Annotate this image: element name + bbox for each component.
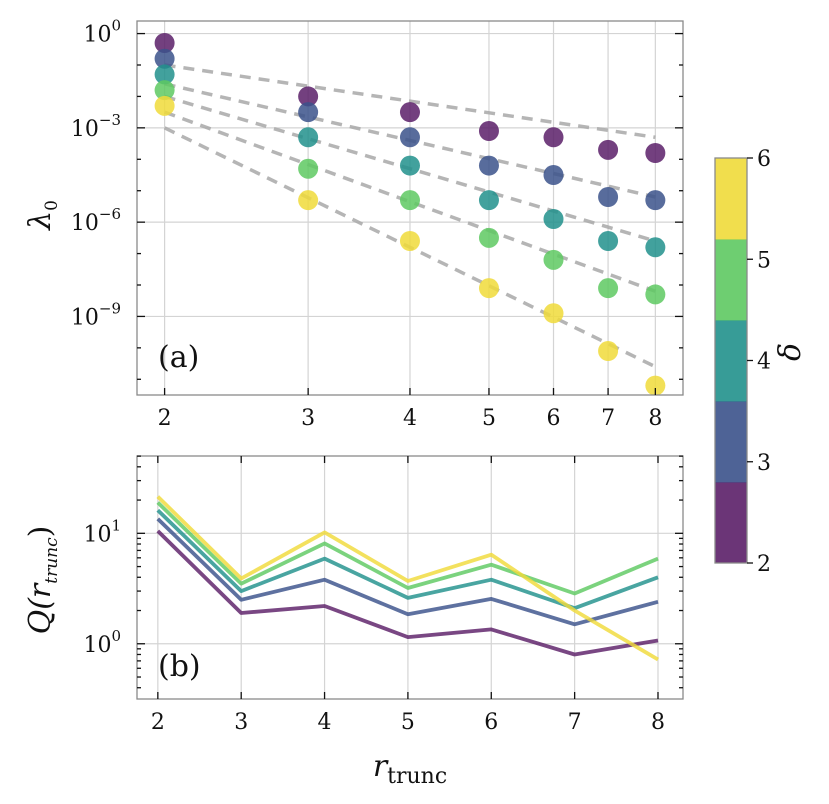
colorbar-label: δ (773, 343, 808, 361)
point-delta-5 (598, 278, 619, 299)
panel-b-xtick-label: 7 (568, 710, 582, 735)
colorbar-segment-2 (715, 482, 747, 564)
point-delta-2 (645, 143, 666, 163)
colorbar-tick-label: 4 (757, 350, 771, 375)
panel-a-xtick-label: 3 (301, 406, 315, 431)
panel-a-ytick-label: 10−3 (71, 111, 121, 142)
point-delta-6 (478, 278, 499, 299)
panel-a-xtick-label: 4 (403, 406, 417, 431)
point-delta-3 (154, 48, 175, 69)
panel-b-xtick-label: 6 (484, 710, 498, 735)
panel-a-label: (a) (158, 340, 199, 375)
point-delta-3 (478, 155, 499, 176)
point-delta-3 (598, 187, 619, 207)
point-delta-2 (598, 139, 619, 160)
colorbar-tick-label: 6 (757, 147, 771, 172)
panel-a-ylabel: λ0 (23, 200, 62, 231)
point-delta-2 (399, 102, 420, 123)
panel-b-xtick-label: 4 (318, 710, 332, 735)
panel-b-label: (b) (158, 649, 201, 684)
panel-b-ylabel: Q(rtrunc) (23, 526, 62, 635)
colorbar-segment-6 (715, 158, 747, 240)
panel-a-xtick-label: 2 (158, 406, 172, 431)
panel-a-scatter: 2 3 4 5 6 7 8 100 10−3 10−6 10−9 (a) λ0 (23, 17, 684, 431)
panel-b-ytick-label: 100 (83, 627, 121, 658)
panel-a-ytick-label: 10−6 (71, 205, 121, 236)
q-line-delta-2 (156, 529, 659, 657)
point-delta-5 (298, 158, 319, 179)
panel-a-xtick-label: 6 (547, 406, 561, 431)
q-line-delta-4 (156, 508, 659, 611)
point-delta-3 (543, 165, 564, 185)
point-delta-2 (543, 127, 564, 148)
colorbar-segment-3 (715, 401, 747, 483)
point-delta-6 (645, 375, 666, 396)
panel-a-xtick-label: 7 (601, 406, 615, 431)
panel-b-xtick-label: 8 (651, 710, 665, 735)
point-delta-5 (399, 190, 420, 211)
point-delta-4 (154, 64, 175, 85)
panel-b-lines: 2 3 4 5 6 7 8 101 100 (b) Q(rtrunc) rtrunc (23, 455, 684, 789)
colorbar-segment-4 (715, 320, 747, 402)
point-delta-3 (298, 102, 319, 123)
point-delta-5 (154, 80, 175, 101)
colorbar-tick-label: 3 (757, 451, 771, 476)
colorbar: 2 3 4 5 6 δ (714, 147, 808, 577)
colorbar-tick-label: 5 (757, 248, 771, 273)
point-delta-4 (598, 231, 619, 251)
point-delta-6 (543, 303, 564, 324)
q-line-delta-3 (156, 517, 659, 627)
point-delta-4 (478, 190, 499, 211)
q-line-delta-6 (156, 495, 659, 662)
panel-a-xtick-label: 8 (648, 406, 662, 431)
panel-b-xtick-label: 3 (234, 710, 248, 735)
point-delta-4 (298, 127, 319, 148)
panel-a-ytick-label: 100 (83, 17, 121, 48)
panel-b-xlabel: rtrunc (373, 749, 447, 789)
q-line-delta-5 (156, 501, 659, 596)
fit-line-delta-2 (164, 63, 656, 140)
panel-b-ytick-label: 101 (83, 516, 121, 547)
colorbar-tick-label: 2 (757, 552, 771, 577)
point-delta-4 (543, 209, 564, 229)
point-delta-2 (154, 33, 175, 53)
point-delta-5 (645, 284, 666, 305)
colorbar-segment-5 (715, 239, 747, 321)
point-delta-3 (399, 127, 420, 148)
point-delta-3 (645, 190, 666, 211)
point-delta-6 (598, 341, 619, 361)
panel-a-xtick-label: 5 (482, 406, 496, 431)
point-delta-5 (543, 249, 564, 270)
panel-b-xtick-label: 5 (401, 710, 415, 735)
point-delta-4 (645, 237, 666, 258)
panel-a-ytick-label: 10−9 (71, 299, 121, 330)
panel-b-xtick-label: 2 (151, 710, 165, 735)
point-delta-2 (298, 86, 319, 107)
point-delta-6 (154, 95, 175, 116)
point-delta-2 (478, 121, 499, 141)
point-delta-6 (298, 190, 319, 211)
point-delta-5 (478, 227, 499, 248)
point-delta-6 (399, 231, 420, 251)
point-delta-4 (399, 155, 420, 176)
